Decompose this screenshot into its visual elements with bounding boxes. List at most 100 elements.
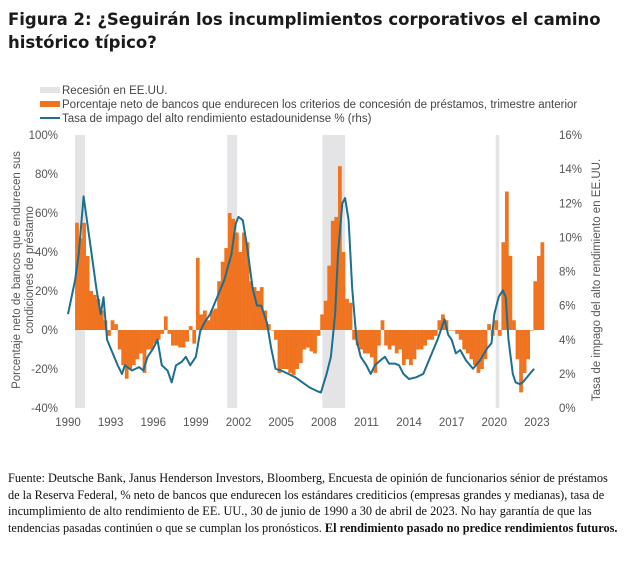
bar-bank-tightening — [526, 330, 531, 360]
bar-bank-tightening — [352, 330, 356, 340]
legend-swatch-recession — [40, 87, 60, 93]
bar-bank-tightening — [430, 330, 435, 340]
bar-bank-tightening — [281, 330, 285, 369]
bar-bank-tightening — [455, 330, 459, 334]
bar-bank-tightening — [174, 330, 179, 346]
bar-bank-tightening — [99, 310, 104, 330]
bar-bank-tightening — [210, 310, 214, 330]
line-default-rate — [67, 195, 535, 394]
bar-bank-tightening — [89, 291, 94, 330]
bar-bank-tightening — [462, 330, 467, 350]
source-text: Fuente: Deutsche Bank, Janus Henderson I… — [8, 471, 608, 535]
bar-bank-tightening — [274, 330, 278, 340]
bar-bank-tightening — [401, 330, 406, 366]
bar-bank-tightening — [423, 330, 428, 346]
y-axis-right-title: Tasa de impago del alto rendimiento en E… — [591, 159, 603, 401]
bar-bank-tightening — [362, 330, 367, 354]
bar-bank-tightening — [178, 330, 182, 348]
bar-bank-tightening — [121, 330, 126, 366]
x-tick-label: 2011 — [354, 417, 379, 429]
bar-bank-tightening — [380, 320, 385, 330]
x-tick-label: 2005 — [268, 417, 294, 429]
bar-bank-tightening — [213, 308, 218, 330]
y-right-tick-label: 0% — [559, 403, 576, 415]
bar-bank-tightening — [220, 261, 225, 330]
bar-bank-tightening — [266, 324, 271, 330]
bar-bank-tightening — [458, 330, 463, 340]
bar-bank-tightening — [206, 320, 211, 330]
y-left-tick-label: -40% — [31, 403, 58, 415]
bar-bank-tightening — [252, 287, 257, 330]
bar-bank-tightening — [366, 330, 371, 354]
bar-bank-tightening — [227, 213, 232, 330]
bar-bank-tightening — [142, 330, 147, 373]
chart-title: Figura 2: ¿Seguirán los incumplimientos … — [8, 10, 601, 52]
bar-bank-tightening — [451, 330, 456, 331]
bar-bank-tightening — [117, 330, 122, 350]
bar-bank-tightening — [110, 320, 115, 330]
bar-bank-tightening — [387, 330, 392, 350]
bar-bank-tightening — [217, 281, 221, 330]
bar-bank-tightening — [288, 330, 293, 373]
bar-bank-tightening — [472, 330, 477, 366]
bar-bank-tightening — [188, 326, 193, 330]
bar-bank-tightening — [185, 330, 189, 342]
bar-bank-tightening — [163, 316, 168, 330]
bar-bank-tightening — [309, 330, 314, 352]
bar-bank-tightening — [355, 330, 360, 346]
bar-bank-tightening — [131, 330, 136, 366]
bar-bank-tightening — [483, 330, 488, 360]
y-left-tick-label: 20% — [35, 286, 58, 298]
bar-bank-tightening — [291, 330, 296, 375]
bar-bank-tightening — [465, 330, 470, 354]
bar-bank-tightening — [476, 330, 481, 373]
bar-bank-tightening — [394, 330, 399, 354]
bar-bank-tightening — [508, 255, 513, 330]
bar-bank-tightening — [369, 330, 374, 358]
bar-bank-tightening — [409, 330, 413, 366]
bar-bank-tightening — [139, 330, 143, 354]
y-right-tick-label: 8% — [559, 267, 576, 279]
x-tick-label: 1996 — [140, 417, 166, 429]
legend-label-recession: Recesión en EE.UU. — [62, 85, 167, 97]
legend-label-default-rate: Tasa de impago del alto rendimiento esta… — [62, 113, 372, 125]
bar-bank-tightening — [75, 222, 79, 330]
y-right-tick-label: 2% — [559, 369, 576, 381]
bar-bank-tightening — [238, 252, 243, 330]
bar-bank-tightening — [277, 330, 282, 373]
y-axis-left-title-line2: condiciones de préstamo — [24, 206, 36, 334]
x-tick-label: 2008 — [311, 417, 337, 429]
bar-bank-tightening — [337, 166, 342, 330]
bar-bank-tightening — [199, 314, 204, 330]
bar-bank-tightening — [437, 320, 442, 330]
bar-bank-tightening — [377, 330, 381, 346]
bar-bank-tightening — [313, 330, 317, 354]
bar-bank-tightening — [540, 242, 545, 330]
bar-bank-tightening — [124, 330, 129, 379]
bar-bank-tightening — [249, 281, 253, 330]
x-tick-label: 1993 — [98, 417, 124, 429]
bar-bank-tightening — [341, 252, 346, 330]
bar-bank-tightening — [480, 330, 484, 369]
bar-bank-tightening — [416, 330, 420, 350]
y-left-tick-label: 60% — [35, 208, 58, 220]
bar-bank-tightening — [469, 330, 474, 360]
y-left-tick-label: 100% — [29, 130, 58, 142]
bar-bank-tightening — [323, 300, 328, 330]
bar-bank-tightening — [146, 330, 150, 350]
y-left-tick-label: 80% — [35, 169, 58, 181]
bar-bank-tightening — [192, 330, 197, 344]
bar-bank-tightening — [426, 330, 431, 340]
bar-bank-tightening — [533, 281, 538, 330]
bar-bank-tightening — [501, 242, 506, 330]
bar-bank-tightening — [242, 232, 246, 330]
bar-bank-tightening — [529, 330, 534, 331]
bar-bank-tightening — [384, 330, 388, 346]
x-tick-label: 2014 — [396, 417, 422, 429]
bar-bank-tightening — [519, 330, 523, 393]
bar-bank-tightening — [497, 330, 502, 336]
bar-bank-tightening — [487, 324, 491, 330]
y-right-tick-label: 10% — [559, 232, 582, 244]
bar-bank-tightening — [522, 330, 527, 373]
recession-band — [495, 135, 500, 408]
